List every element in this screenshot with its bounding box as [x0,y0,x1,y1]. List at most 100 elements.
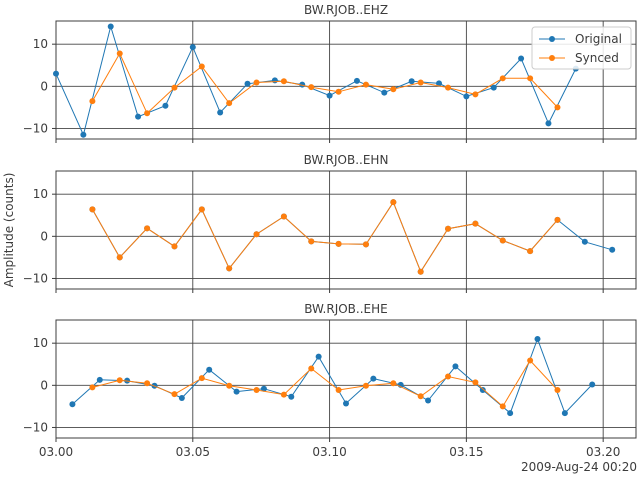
data-point [472,91,479,98]
legend: Original Synced [531,26,632,70]
data-point [581,238,588,245]
data-point [226,382,233,389]
series-line [91,201,558,273]
data-point [53,70,59,77]
axes-frame [55,170,637,290]
data-point [253,231,260,238]
data-point [390,86,397,93]
data-point [135,113,142,120]
data-point [69,401,76,408]
series-synced [89,357,561,410]
data-point [171,391,178,398]
series-original [69,335,596,417]
data-point [417,268,424,275]
data-point [280,78,287,85]
series-line [55,24,577,137]
data-point [499,237,506,244]
data-point [463,93,470,100]
data-point [233,388,240,395]
data-point [554,104,561,111]
y-tick-label: 0 [40,378,48,392]
data-point [472,379,479,386]
data-point [89,206,96,213]
axes-frame [55,319,637,439]
panel-0: −10 0 10 BW.RJOB..EHZ Original Synced [23,3,637,143]
series-synced [89,199,561,275]
data-point [116,377,123,384]
data-point [417,393,424,400]
data-point [189,44,196,51]
x-tick-label: 03.10 [312,445,346,459]
data-point [452,363,459,370]
data-point [280,391,287,398]
panel-title: BW.RJOB..EHN [304,153,389,167]
data-point [408,78,415,85]
series-line [91,201,613,273]
data-point [96,376,103,383]
data-point [589,381,596,388]
data-point [144,225,151,232]
data-point [198,63,205,70]
data-point [308,238,315,245]
data-point [527,248,534,255]
y-tick-label: 0 [40,79,48,93]
legend-label: Synced [575,51,619,65]
data-point [299,81,306,88]
data-point [499,75,506,82]
data-point [178,394,185,401]
data-point [171,243,178,250]
data-point [144,380,151,387]
data-point [381,89,388,96]
y-tick-label: 0 [40,229,48,243]
data-point [144,110,151,117]
data-point [226,265,233,272]
series-line [92,359,558,408]
data-point [362,81,369,88]
axes-frame [55,20,637,140]
data-point [353,77,360,84]
data-point [545,120,552,127]
data-point [417,79,424,86]
data-point [554,386,561,393]
panel-title: BW.RJOB..EHE [304,302,387,316]
data-point [116,50,123,57]
data-point [171,84,178,91]
data-point [343,400,349,407]
data-point [445,84,452,91]
data-point [445,373,452,380]
data-point [370,375,377,382]
data-point [206,366,213,373]
y-tick-label: 10 [33,336,48,350]
y-tick-label: −10 [23,420,48,434]
data-point [80,131,87,138]
series-original [89,199,616,275]
y-tick-label: 10 [33,37,48,51]
data-point [253,386,260,393]
data-point [390,199,397,206]
data-point [308,365,315,372]
data-point [390,380,397,387]
data-point [499,403,506,410]
x-offset-label: 2009-Aug-24 00:20 [521,460,637,474]
data-point [326,92,333,99]
panel-1: −10 0 10 BW.RJOB..EHN [23,153,637,293]
legend-label: Original [575,32,622,46]
data-point [315,353,322,360]
data-point [253,79,260,86]
data-point [518,55,525,62]
data-point [527,357,534,364]
x-tick-label: 03.00 [39,445,73,459]
data-point [226,100,233,107]
data-point [335,88,342,95]
series-line [72,337,593,415]
data-point [280,213,287,220]
data-point [507,410,514,417]
data-point [244,80,251,87]
series-line [91,52,558,115]
data-point [554,216,561,223]
data-point [479,386,486,393]
data-point [89,384,96,391]
data-point [362,382,369,389]
data-point [89,98,96,105]
